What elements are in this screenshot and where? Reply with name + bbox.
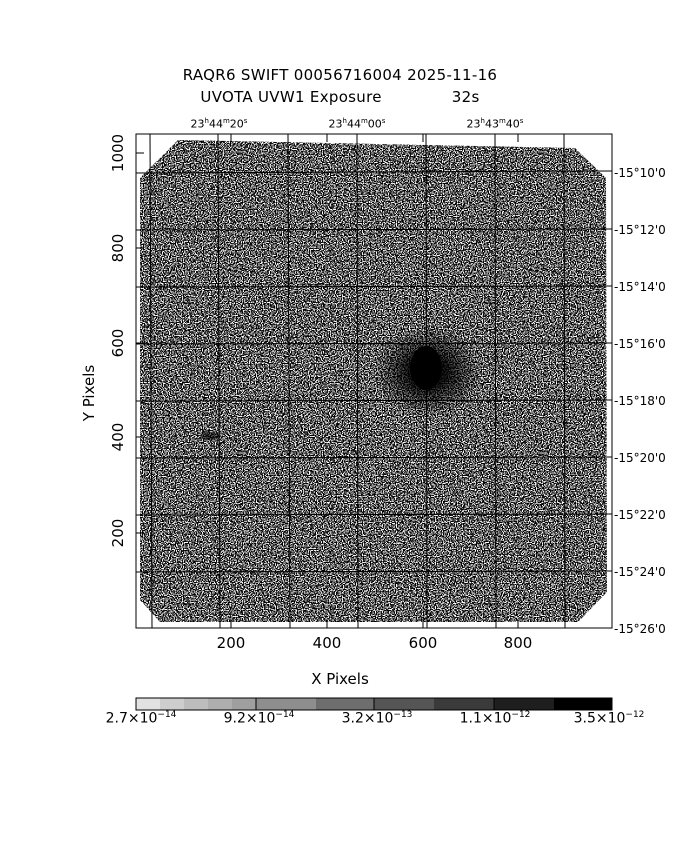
y-tick-label: 600 bbox=[109, 328, 127, 358]
coordinate-grid bbox=[135, 133, 613, 629]
x-tick-label: 400 bbox=[312, 634, 342, 652]
x-tick-label: 200 bbox=[216, 634, 246, 652]
y-axis-label: Y Pixels bbox=[80, 364, 98, 422]
dec-tick-label: -15°24'0 bbox=[614, 565, 666, 579]
dec-tick-label: -15°18'0 bbox=[614, 394, 666, 408]
dec-tick-label: -15°14'0 bbox=[614, 280, 666, 294]
x-tick-label: 800 bbox=[503, 634, 533, 652]
colorbar-label: 3.5×10−12 bbox=[573, 710, 645, 727]
dec-tick-label: -15°10'0 bbox=[614, 166, 666, 180]
exposure-label: UVOTA UVW1 Exposure bbox=[200, 88, 382, 106]
colorbar-label: 9.2×10−14 bbox=[223, 710, 295, 727]
x-tick-label: 600 bbox=[408, 634, 438, 652]
colorbar bbox=[135, 697, 613, 711]
dec-tick-label: -15°20'0 bbox=[614, 451, 666, 465]
exposure-time: 32s bbox=[451, 88, 480, 106]
dec-tick-label: -15°12'0 bbox=[614, 223, 666, 237]
field-of-view bbox=[140, 140, 607, 622]
y-tick-label: 1000 bbox=[109, 133, 127, 173]
colorbar-label: 2.7×10−14 bbox=[105, 710, 177, 727]
dec-tick-label: -15°16'0 bbox=[614, 337, 666, 351]
y-tick-marks bbox=[136, 152, 144, 534]
plot-frame bbox=[135, 133, 613, 629]
plot-subtitle: UVOTA UVW1 Exposure 32s bbox=[0, 88, 680, 106]
colorbar-label: 3.2×10−13 bbox=[341, 710, 413, 727]
ra-tick-label: 23h43m40s bbox=[466, 117, 524, 131]
y-tick-label: 200 bbox=[109, 518, 127, 548]
y-tick-label: 800 bbox=[109, 233, 127, 263]
plot-title: RAQR6 SWIFT 00056716004 2025-11-16 bbox=[182, 66, 498, 84]
ra-tick-label: 23h44m00s bbox=[328, 117, 386, 131]
ra-tick-label: 23h44m20s bbox=[190, 117, 248, 131]
dec-tick-label: -15°26'0 bbox=[614, 622, 666, 636]
colorbar-label: 1.1×10−12 bbox=[459, 710, 531, 727]
y-tick-label: 400 bbox=[109, 422, 127, 452]
x-axis-label: X Pixels bbox=[311, 670, 369, 688]
x-tick-marks bbox=[230, 134, 519, 628]
dec-tick-label: -15°22'0 bbox=[614, 508, 666, 522]
